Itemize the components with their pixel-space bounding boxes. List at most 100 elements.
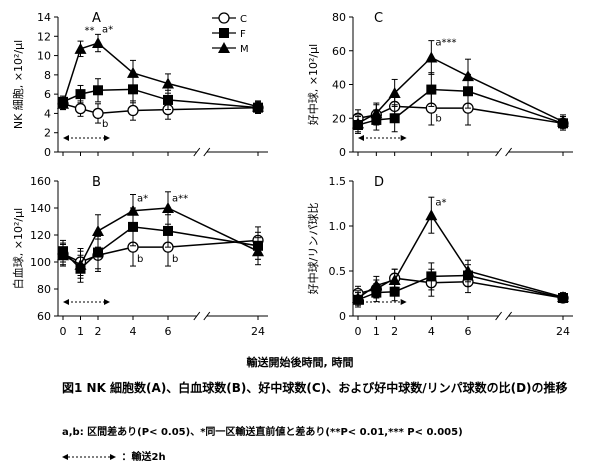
transport-arrow-head xyxy=(104,299,110,305)
panel-label: C xyxy=(374,11,383,26)
data-point xyxy=(74,258,87,270)
data-point xyxy=(252,100,264,112)
y-tick-label: 80 xyxy=(37,283,51,296)
data-point xyxy=(462,265,474,276)
data-point xyxy=(163,94,173,105)
transport-arrow-head xyxy=(63,299,69,305)
data-point xyxy=(92,107,104,120)
series-f xyxy=(58,207,263,283)
legend-marker xyxy=(219,28,229,38)
axis-break-mark xyxy=(193,311,211,321)
significance-annotation: b xyxy=(102,119,108,130)
y-tick-label: 0 xyxy=(339,146,346,159)
data-point xyxy=(462,70,474,82)
data-point xyxy=(127,204,139,216)
data-point xyxy=(163,225,173,236)
series-f xyxy=(353,262,568,308)
y-axis-label: 白血球, ×10²/μl xyxy=(11,208,25,289)
y-tick-label: 1.0 xyxy=(329,220,347,233)
y-tick-label: 0.5 xyxy=(329,265,347,278)
series-c xyxy=(352,268,569,304)
series-line xyxy=(62,42,259,108)
x-tick-label: 24 xyxy=(556,325,570,338)
y-tick-label: 40 xyxy=(332,79,346,92)
significance-annotation: a* xyxy=(137,193,148,204)
significance-annotation: ** xyxy=(85,25,95,36)
legend: CFM xyxy=(212,12,249,55)
series-line xyxy=(357,213,564,299)
panel-label: D xyxy=(374,175,384,190)
figure-caption-title: 図1 NK 細胞数(A)、白血球数(B)、好中球数(C)、および好中球数/リンパ… xyxy=(62,381,568,395)
y-tick-label: 120 xyxy=(30,229,51,242)
y-tick-label: 12 xyxy=(37,30,51,43)
y-tick-label: 0 xyxy=(339,310,346,323)
data-point xyxy=(127,104,139,117)
figure-caption-note: a,b: 区間差あり(P< 0.05)、*同一区輸送直前値と差あり(**P< 0… xyxy=(62,427,463,438)
data-point xyxy=(426,271,437,282)
data-point xyxy=(557,291,569,303)
y-tick-label: 14 xyxy=(37,11,51,24)
axis-break-mark xyxy=(193,147,211,157)
chart-panel-a: 0 2 4 6 8 10 12 14 NK 細胞, ×10²/μl A** a* b xyxy=(12,11,268,159)
legend-label: F xyxy=(240,29,246,40)
data-point xyxy=(162,77,174,89)
significance-annotation: a** xyxy=(172,193,188,204)
x-tick-label: 4 xyxy=(428,325,435,338)
legend-marker xyxy=(218,12,230,24)
transport-arrow-head xyxy=(400,299,407,305)
data-point xyxy=(57,97,69,109)
y-tick-label: 140 xyxy=(30,202,51,215)
series-m xyxy=(57,191,264,279)
data-point xyxy=(252,245,264,257)
panel-label: A xyxy=(92,11,101,26)
y-tick-label: 2 xyxy=(44,127,51,140)
y-tick-label: 160 xyxy=(30,175,51,188)
chart-panel-c: 0 20 40 60 80 好中球, ×10²/μl Ca*** b xyxy=(306,11,573,159)
y-tick-label: 1.5 xyxy=(329,175,347,188)
y-tick-label: 4 xyxy=(44,107,51,120)
significance-annotation: a* xyxy=(102,24,113,35)
data-point xyxy=(388,274,401,285)
x-tick-label: 6 xyxy=(165,325,172,338)
y-axis-label: NK 細胞, ×10²/μl xyxy=(12,40,25,129)
axis-break-mark xyxy=(495,147,512,157)
transport-arrow-icon xyxy=(62,454,116,460)
data-point xyxy=(389,113,400,124)
series-line xyxy=(357,105,564,125)
transport-arrow-head xyxy=(400,135,407,141)
x-tick-label: 4 xyxy=(130,325,137,338)
series-c xyxy=(57,97,264,124)
significance-annotation: a* xyxy=(435,197,446,208)
data-point xyxy=(127,66,139,78)
x-tick-label: 24 xyxy=(251,325,265,338)
legend-marker xyxy=(218,42,230,53)
y-tick-label: 8 xyxy=(44,69,51,82)
data-point xyxy=(426,84,437,95)
data-point xyxy=(74,42,87,54)
series-c xyxy=(352,90,569,131)
data-point xyxy=(557,115,569,127)
transport-arrow-label: ：輸送2h xyxy=(121,452,166,463)
series-line xyxy=(62,207,259,266)
x-axis-common-label: 輸送開始後時間, 時間 xyxy=(246,356,354,369)
y-tick-label: 80 xyxy=(332,11,346,24)
x-tick-label: 6 xyxy=(465,325,472,338)
data-point xyxy=(370,279,383,291)
panel-label: B xyxy=(92,175,101,190)
series-c xyxy=(57,226,264,276)
data-point xyxy=(92,224,104,236)
legend-label: C xyxy=(240,14,247,25)
data-point xyxy=(74,102,87,115)
y-tick-label: 60 xyxy=(37,310,51,323)
data-point xyxy=(93,85,103,96)
x-tick-label: 0 xyxy=(355,325,362,338)
x-tick-label: 2 xyxy=(95,325,102,338)
data-point xyxy=(425,209,438,221)
y-tick-label: 100 xyxy=(30,256,51,269)
transport-arrow-head xyxy=(63,135,69,141)
x-tick-label: 1 xyxy=(373,325,380,338)
data-point xyxy=(389,286,400,297)
